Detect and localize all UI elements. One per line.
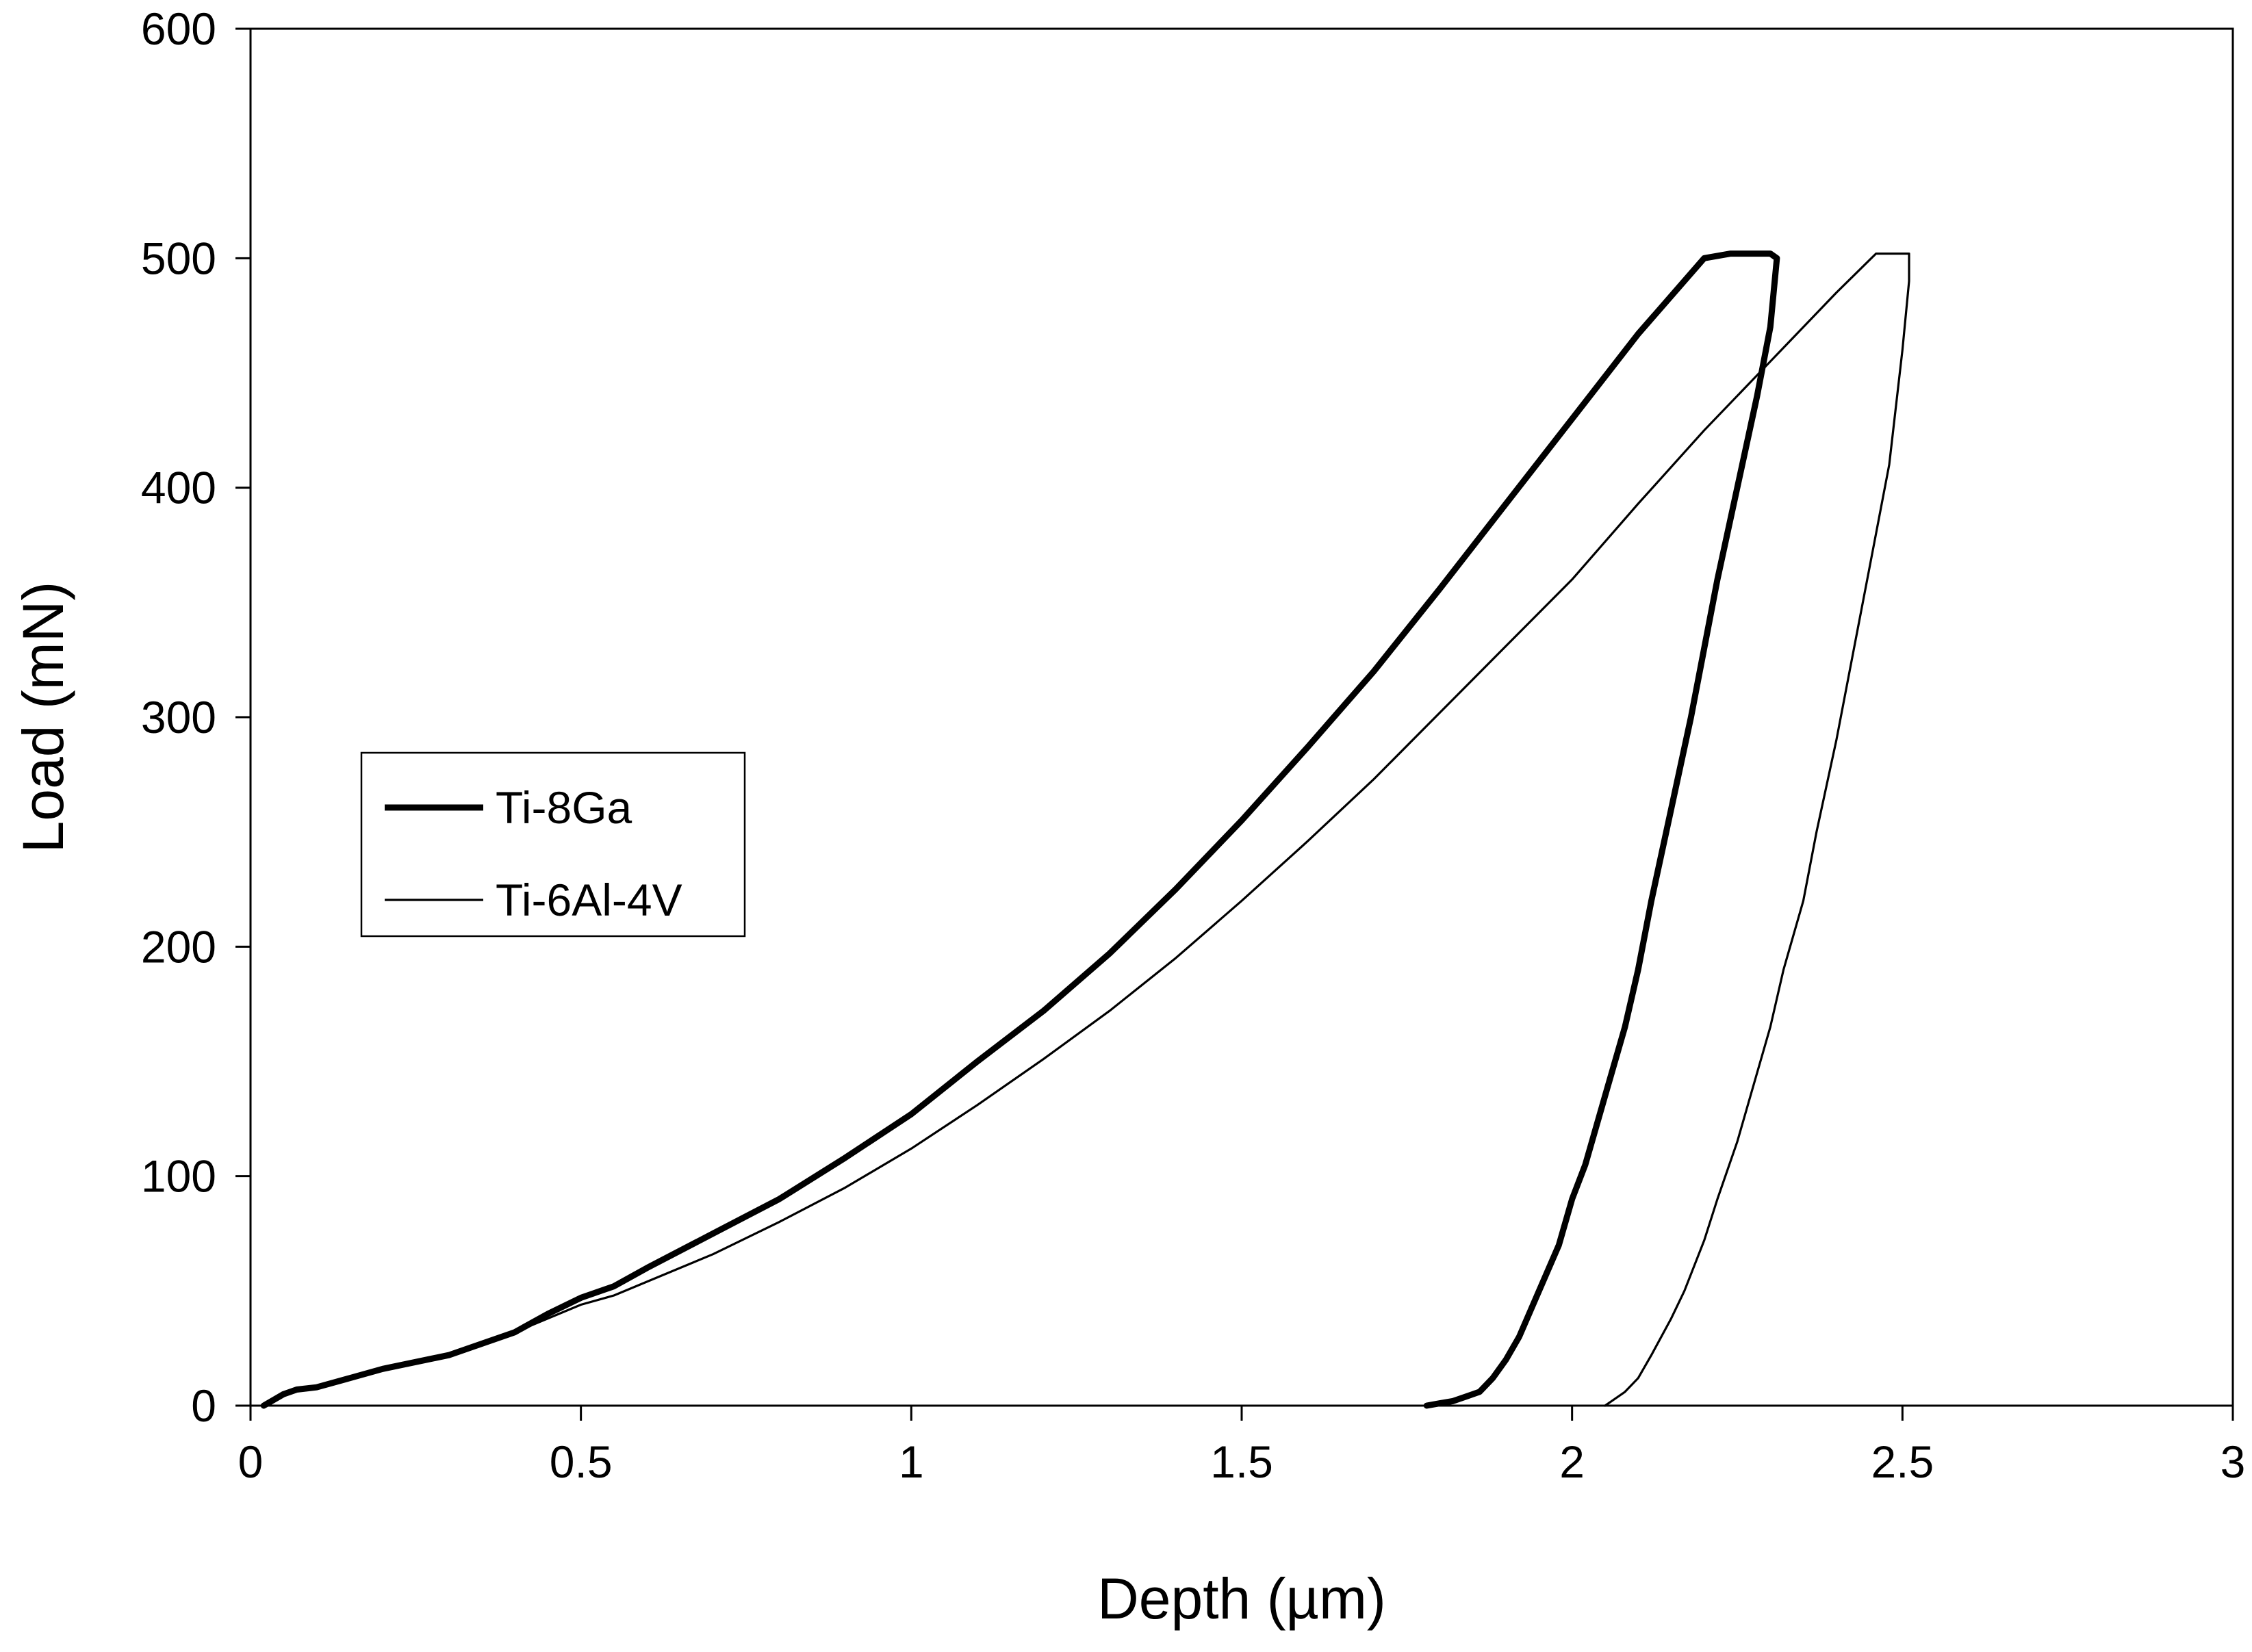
x-tick-label: 0 <box>238 1436 264 1487</box>
legend-label-ti-6al-4v: Ti-6Al-4V <box>496 875 682 925</box>
y-tick-label: 100 <box>141 1151 216 1202</box>
x-tick-label: 1.5 <box>1210 1436 1273 1487</box>
series-line-ti-6al-4v <box>262 253 1910 1407</box>
x-tick-label: 3 <box>2221 1436 2246 1487</box>
y-tick-label: 400 <box>141 463 216 513</box>
series-line-ti-8ga <box>260 250 1780 1409</box>
y-tick-label: 200 <box>141 921 216 972</box>
legend: Ti-8Ga Ti-6Al-4V <box>360 751 746 938</box>
x-tick-label: 0.5 <box>550 1436 613 1487</box>
x-tick-label: 2 <box>1559 1436 1585 1487</box>
x-axis-ticks: 0 0.5 1 1.5 2 2.5 3 <box>238 1406 2246 1487</box>
x-tick-label: 2.5 <box>1871 1436 1934 1487</box>
x-axis-title: Depth (µm) <box>1097 1566 1386 1631</box>
y-tick-label: 500 <box>141 233 216 283</box>
y-axis-ticks: 0 100 200 300 400 500 600 <box>141 3 251 1431</box>
series-layer <box>260 250 1910 1409</box>
legend-box <box>360 751 746 938</box>
y-axis-title: Load (mN) <box>11 582 75 853</box>
legend-label-ti-8ga: Ti-8Ga <box>496 782 632 833</box>
y-tick-label: 300 <box>141 692 216 743</box>
y-tick-label: 0 <box>191 1380 216 1431</box>
y-tick-label: 600 <box>141 3 216 54</box>
x-tick-label: 1 <box>899 1436 924 1487</box>
